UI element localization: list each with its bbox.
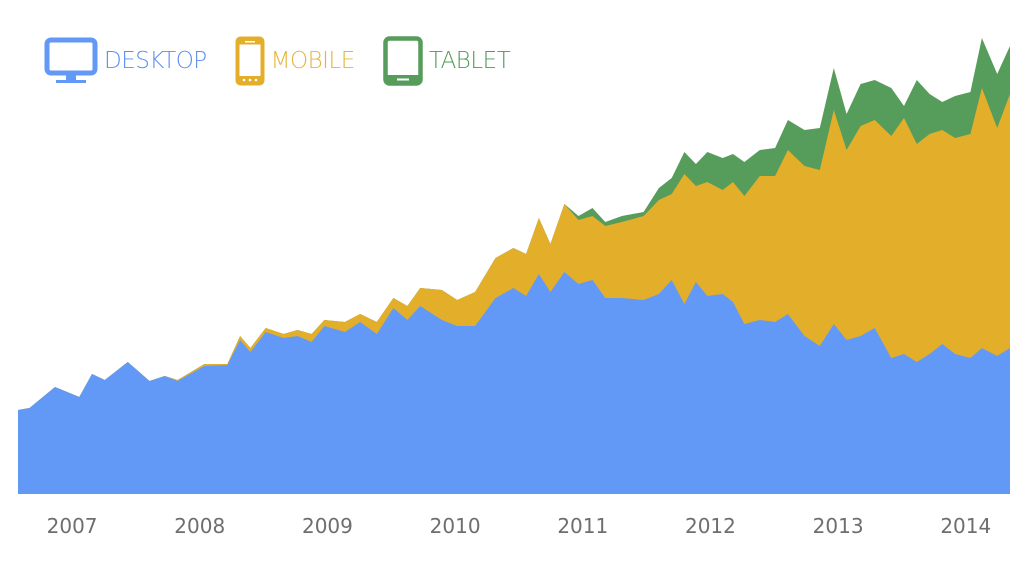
legend-item-mobile[interactable]: MOBILE bbox=[235, 36, 355, 86]
tablet-icon bbox=[383, 36, 423, 86]
x-tick-label: 2011 bbox=[557, 514, 609, 538]
x-tick-label: 2008 bbox=[174, 514, 226, 538]
chart-legend: DESKTOP MOBILE TABLET bbox=[44, 36, 538, 86]
legend-label-tablet: TABLET bbox=[428, 48, 511, 74]
x-tick-label: 2010 bbox=[429, 514, 481, 538]
x-tick-label: 2009 bbox=[301, 514, 353, 538]
x-tick-label: 2007 bbox=[46, 514, 98, 538]
mobile-phone-icon bbox=[235, 36, 265, 86]
x-tick-label: 2013 bbox=[812, 514, 864, 538]
desktop-monitor-icon bbox=[44, 37, 98, 83]
legend-label-desktop: DESKTOP bbox=[104, 48, 207, 74]
legend-item-desktop[interactable]: DESKTOP bbox=[44, 37, 207, 85]
legend-label-mobile: MOBILE bbox=[270, 48, 356, 74]
x-tick-label: 2014 bbox=[940, 514, 992, 538]
area-desktop bbox=[18, 272, 1010, 494]
legend-item-tablet[interactable]: TABLET bbox=[383, 36, 511, 86]
x-tick-label: 2012 bbox=[684, 514, 736, 538]
